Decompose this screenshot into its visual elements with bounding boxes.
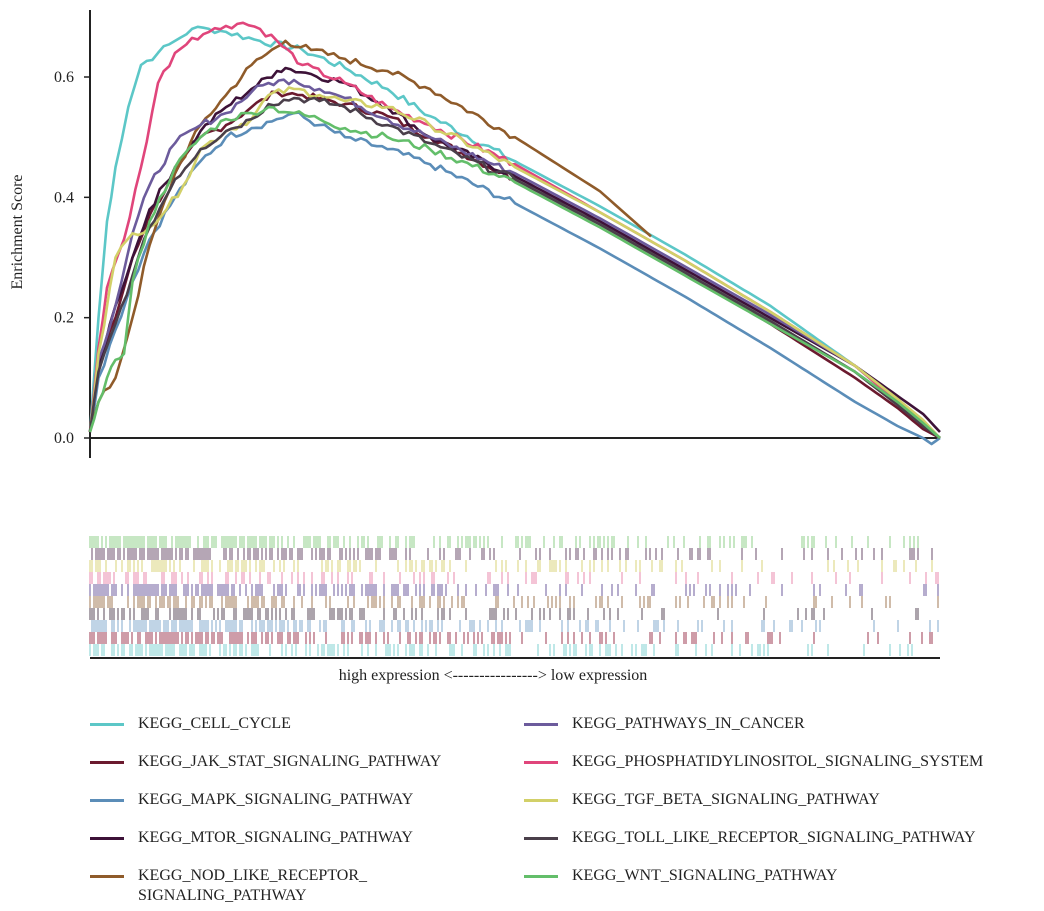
legend-swatch xyxy=(90,875,124,878)
legend-item: KEGG_TGF_BETA_SIGNALING_PATHWAY xyxy=(524,790,880,810)
hit-track-2 xyxy=(89,560,933,572)
series-line-1 xyxy=(88,90,941,440)
legend-label: KEGG_JAK_STAT_SIGNALING_PATHWAY xyxy=(138,753,442,770)
legend-swatch xyxy=(524,799,558,802)
legend-item: KEGG_JAK_STAT_SIGNALING_PATHWAY xyxy=(90,752,441,772)
legend-item: KEGG_TOLL_LIKE_RECEPTOR_SIGNALING_PATHWA… xyxy=(524,828,976,848)
y-tick-group: 0.0 0.2 0.4 0.6 xyxy=(54,69,90,447)
series-line-2 xyxy=(88,111,941,446)
hit-track-6 xyxy=(89,608,919,620)
y-axis-label: Enrichment Score xyxy=(9,174,26,289)
y-tick-label: 0.2 xyxy=(54,310,74,327)
legend-swatch xyxy=(90,799,124,802)
hit-track-3 xyxy=(89,572,939,584)
series-line-3 xyxy=(88,66,941,433)
legend-item: KEGG_MAPK_SIGNALING_PATHWAY xyxy=(90,790,413,810)
legend-swatch xyxy=(524,875,558,878)
legend-item: KEGG_WNT_SIGNALING_PATHWAY xyxy=(524,866,837,886)
series-line-group xyxy=(88,21,941,446)
plot-area: 0.0 0.2 0.4 0.6 Enrichment Score xyxy=(9,10,941,458)
series-line-5 xyxy=(88,78,941,439)
legend-item: KEGG_NOD_LIKE_RECEPTOR_ SIGNALING_PATHWA… xyxy=(90,866,367,906)
series-line-9 xyxy=(88,105,941,439)
hit-track-7 xyxy=(91,620,939,632)
y-tick-label: 0.6 xyxy=(54,69,74,86)
legend-label: KEGG_NOD_LIKE_RECEPTOR_ SIGNALING_PATHWA… xyxy=(138,867,368,904)
hit-track-0 xyxy=(89,536,919,548)
legend-label: KEGG_MAPK_SIGNALING_PATHWAY xyxy=(138,791,414,808)
legend-swatch xyxy=(524,837,558,840)
legend-label: KEGG_WNT_SIGNALING_PATHWAY xyxy=(572,867,838,884)
hit-track-1 xyxy=(91,548,933,560)
legend-swatch xyxy=(524,761,558,764)
legend-swatch xyxy=(524,723,558,726)
legend-label: KEGG_CELL_CYCLE xyxy=(138,715,291,732)
legend-swatch xyxy=(90,761,124,764)
legend: KEGG_CELL_CYCLE KEGG_PATHWAYS_IN_CANCER KE… xyxy=(90,712,1044,911)
legend-item: KEGG_PHOSPHATIDYLINOSITOL_SIGNALING_SYST… xyxy=(524,752,983,772)
legend-swatch xyxy=(90,837,124,840)
legend-label: KEGG_PATHWAYS_IN_CANCER xyxy=(572,715,805,732)
legend-label: KEGG_PHOSPHATIDYLINOSITOL_SIGNALING_SYST… xyxy=(572,753,984,770)
hit-track-4 xyxy=(89,584,939,596)
hit-track-9 xyxy=(89,644,913,656)
legend-item: KEGG_PATHWAYS_IN_CANCER xyxy=(524,714,805,734)
hit-track-8 xyxy=(89,632,933,644)
legend-label: KEGG_TOLL_LIKE_RECEPTOR_SIGNALING_PATHWA… xyxy=(572,829,976,846)
legend-swatch xyxy=(90,723,124,726)
series-line-8 xyxy=(88,96,941,440)
legend-item: KEGG_CELL_CYCLE xyxy=(90,714,291,734)
series-line-4 xyxy=(88,39,652,433)
legend-label: KEGG_MTOR_SIGNALING_PATHWAY xyxy=(138,829,413,846)
hit-track-group xyxy=(89,536,939,656)
y-tick-label: 0.0 xyxy=(54,430,74,447)
legend-item: KEGG_MTOR_SIGNALING_PATHWAY xyxy=(90,828,413,848)
hit-track-5 xyxy=(89,596,939,608)
series-line-0 xyxy=(88,25,941,440)
legend-label: KEGG_TGF_BETA_SIGNALING_PATHWAY xyxy=(572,791,880,808)
x-axis-label: high expression <----------------> low e… xyxy=(339,667,648,684)
y-tick-label: 0.4 xyxy=(54,189,74,206)
